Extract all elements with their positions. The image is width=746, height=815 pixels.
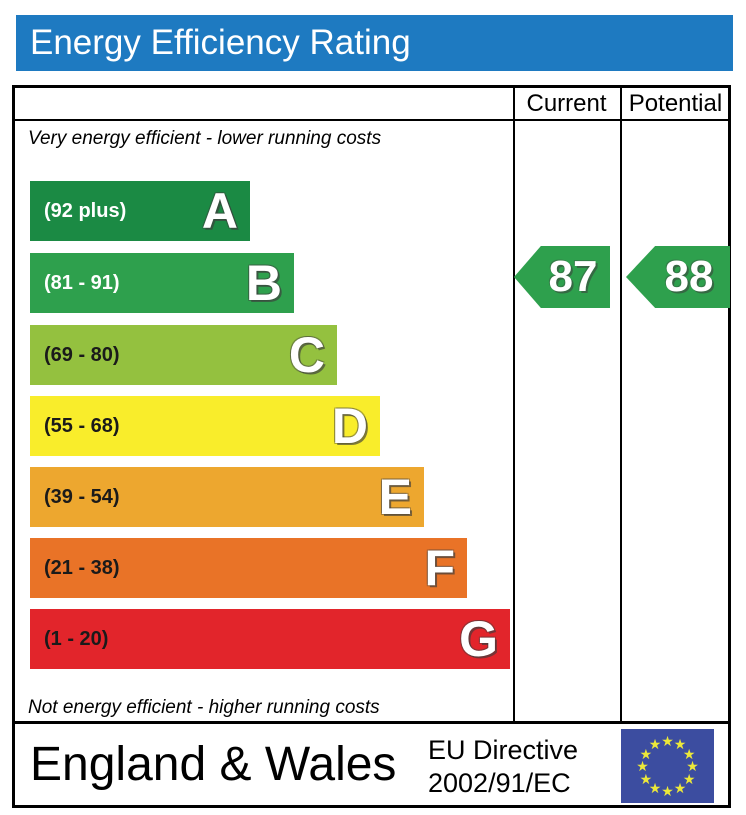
eu-flag-star-icon: ★: [682, 745, 696, 762]
region-label: England & Wales: [30, 738, 397, 791]
eu-flag-star-icon: ★: [648, 779, 662, 796]
band-g-letter: G: [459, 611, 498, 667]
band-e-range: (39 - 54): [44, 485, 120, 508]
band-b-range: (81 - 91): [44, 271, 120, 294]
band-d-range: (55 - 68): [44, 414, 120, 437]
eu-flag-star-icon: ★: [661, 733, 674, 749]
eu-flag-star-icon: ★: [648, 736, 662, 753]
header-divider-line: [12, 119, 731, 121]
top-note: Very energy efficient - lower running co…: [28, 128, 382, 149]
footer-divider-line: [12, 721, 731, 724]
eu-flag-icon: ★ ★ ★ ★ ★ ★ ★ ★ ★ ★ ★ ★: [621, 729, 714, 803]
title-bar: Energy Efficiency Rating: [16, 15, 733, 71]
eu-flag-star-icon: ★: [673, 779, 687, 796]
band-a: (92 plus) A: [30, 181, 250, 241]
potential-rating-value: 88: [664, 252, 714, 301]
eu-directive-line2: 2002/91/EC: [428, 768, 571, 798]
band-a-range: (92 plus): [44, 199, 127, 222]
band-f: (21 - 38) F: [30, 538, 467, 598]
band-g-range: (1 - 20): [44, 627, 109, 650]
band-f-range: (21 - 38): [44, 556, 120, 579]
eu-flag-star-icon: ★: [636, 758, 649, 774]
chart-frame: [12, 85, 731, 808]
current-column-header: Current: [526, 90, 607, 117]
band-b: (81 - 91) B: [30, 253, 294, 313]
band-b-letter: B: [245, 255, 282, 311]
eu-flag-star-icon: ★: [682, 770, 696, 787]
page-title: Energy Efficiency Rating: [30, 23, 411, 62]
eu-flag-star-icon: ★: [661, 783, 674, 799]
band-f-letter: F: [424, 540, 455, 596]
potential-column-header: Potential: [628, 90, 723, 117]
eu-directive-line1: EU Directive: [428, 735, 579, 765]
eu-flag-star-icon: ★: [639, 745, 653, 762]
band-d-letter: D: [331, 398, 368, 454]
eu-directive-label: EU Directive 2002/91/EC: [428, 734, 578, 800]
band-c-letter: C: [288, 327, 325, 383]
potential-rating-arrow: 88: [626, 246, 730, 308]
eu-flag-star-icon: ★: [639, 770, 653, 787]
band-d: (55 - 68) D: [30, 396, 380, 456]
band-a-letter: A: [201, 183, 238, 239]
band-e: (39 - 54) E: [30, 467, 424, 527]
eu-flag-star-icon: ★: [686, 758, 699, 774]
eu-flag-star-icon: ★: [673, 736, 687, 753]
band-g: (1 - 20) G: [30, 609, 510, 669]
current-column-divider: [513, 85, 515, 723]
band-c: (69 - 80) C: [30, 325, 337, 385]
current-rating-value: 87: [548, 252, 598, 301]
bottom-note: Not energy efficient - higher running co…: [28, 697, 380, 718]
band-c-range: (69 - 80): [44, 343, 120, 366]
band-e-letter: E: [378, 469, 412, 525]
potential-column-divider: [620, 85, 622, 723]
